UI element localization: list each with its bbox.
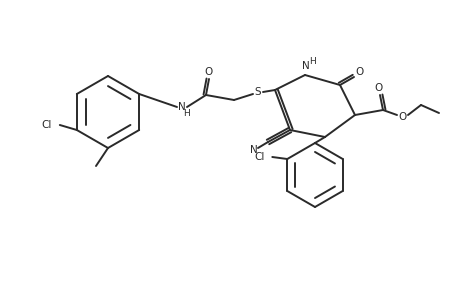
Text: N: N (302, 61, 309, 71)
Text: O: O (204, 67, 213, 77)
Text: O: O (398, 112, 406, 122)
Text: H: H (309, 56, 316, 65)
Text: S: S (254, 87, 261, 97)
Text: O: O (374, 83, 382, 93)
Text: Cl: Cl (41, 120, 52, 130)
Text: H: H (183, 109, 190, 118)
Text: N: N (178, 102, 185, 112)
Text: N: N (250, 145, 257, 155)
Text: O: O (355, 67, 364, 77)
Text: Cl: Cl (253, 152, 264, 162)
